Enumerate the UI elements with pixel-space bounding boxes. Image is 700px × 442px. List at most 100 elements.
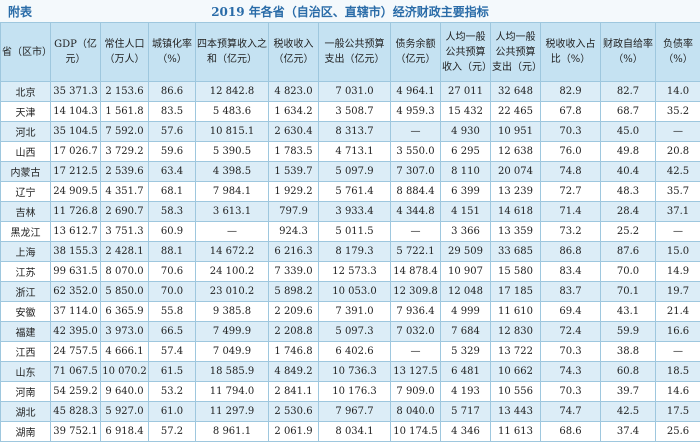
cell: 1 929.2 <box>268 181 319 202</box>
row: 湖北 45 828.3 5 927.0 61.0 11 297.9 2 530.6 7 96… <box>0 401 700 422</box>
cell: 12 830 <box>490 321 541 342</box>
header: 附表 2019 年各省（自治区、直辖市）经济财政主要指标 <box>0 0 700 22</box>
cell: 5 850.0 <box>100 281 149 302</box>
cell: — <box>195 221 269 242</box>
cell: 61.0 <box>148 401 196 422</box>
cell: — <box>655 121 700 142</box>
cell: 10 907 <box>440 261 491 282</box>
cell: 2 208.8 <box>268 321 319 342</box>
cell: 山东 <box>0 361 51 382</box>
cell: 9 385.8 <box>195 301 269 322</box>
cell: 8 040.0 <box>390 401 441 422</box>
cell: 12 638 <box>490 141 541 162</box>
cell: 18 585.9 <box>195 361 269 382</box>
cell: 35.2 <box>655 101 700 122</box>
cell: 71 067.5 <box>50 361 101 382</box>
cell: 5 722.1 <box>390 241 441 262</box>
column-header: 税收收入占比（%） <box>540 22 601 82</box>
cell: 22 465 <box>490 101 541 122</box>
cell: 12 842.8 <box>195 81 269 102</box>
cell: 59.9 <box>600 321 656 342</box>
cell: 38 155.3 <box>50 241 101 262</box>
cell: 70.3 <box>540 121 601 142</box>
cell: 13 612.7 <box>50 221 101 242</box>
cell: 17 212.5 <box>50 161 101 182</box>
table: 省（区市） GDP（亿元） 常住人口（万人） 城镇化率（%） 四本预算收入之和（亿元）税… <box>0 22 700 442</box>
cell: 2 209.6 <box>268 301 319 322</box>
cell: 72.7 <box>540 181 601 202</box>
row: 安徽 37 114.0 6 365.9 55.8 9 385.8 2 209.6 7 391… <box>0 301 700 322</box>
cell: 11 613 <box>490 421 541 442</box>
cell: 7 031.0 <box>318 81 391 102</box>
cell: 7 049.9 <box>195 341 269 362</box>
cell: 2 153.6 <box>100 81 149 102</box>
cell: 70.6 <box>148 261 196 282</box>
cell: 12 309.8 <box>390 281 441 302</box>
cell: — <box>655 221 700 242</box>
cell: 4 351.7 <box>100 181 149 202</box>
cell: 3 508.7 <box>318 101 391 122</box>
cell: 7 909.0 <box>390 381 441 402</box>
cell: 1 539.7 <box>268 161 319 182</box>
cell: 70.0 <box>600 261 656 282</box>
cell: 河北 <box>0 121 51 142</box>
cell: 江西 <box>0 341 51 362</box>
cell: 14 104.3 <box>50 101 101 122</box>
cell: 25.2 <box>600 221 656 242</box>
cell: 35.7 <box>655 181 700 202</box>
cell: 54 259.2 <box>50 381 101 402</box>
cell: 河南 <box>0 381 51 402</box>
cell: 安徽 <box>0 301 51 322</box>
cell: 57.6 <box>148 121 196 142</box>
cell: 3 751.3 <box>100 221 149 242</box>
cell: 45 828.3 <box>50 401 101 422</box>
cell: 11 297.9 <box>195 401 269 422</box>
cell: 5 011.5 <box>318 221 391 242</box>
cell: 83.5 <box>148 101 196 122</box>
row: 内蒙古 17 212.5 2 539.6 63.4 4 398.5 1 539.7 5 09… <box>0 161 700 182</box>
cell: — <box>390 341 441 362</box>
cell: 16.6 <box>655 321 700 342</box>
cell: 13 127.5 <box>390 361 441 382</box>
column-header: 省（区市） <box>0 22 51 82</box>
cell: 10 053.0 <box>318 281 391 302</box>
cell: 12 573.3 <box>318 261 391 282</box>
cell: 7 032.0 <box>390 321 441 342</box>
cell: 57.4 <box>148 341 196 362</box>
cell: 9 640.0 <box>100 381 149 402</box>
cell: 2 539.6 <box>100 161 149 182</box>
cell: 23 010.2 <box>195 281 269 302</box>
cell: 10 176.3 <box>318 381 391 402</box>
cell: 10 174.5 <box>390 421 441 442</box>
cell: 60.8 <box>600 361 656 382</box>
cell: 4 964.1 <box>390 81 441 102</box>
cell: 湖南 <box>0 421 51 442</box>
cell: 24 757.5 <box>50 341 101 362</box>
cell: 35 104.5 <box>50 121 101 142</box>
cell: 8 313.7 <box>318 121 391 142</box>
cell: 40.4 <box>600 161 656 182</box>
cell: 5 097.3 <box>318 321 391 342</box>
cell: 6 295 <box>440 141 491 162</box>
cell: 7 391.0 <box>318 301 391 322</box>
cell: 28.4 <box>600 201 656 222</box>
cell: 62 352.0 <box>50 281 101 302</box>
cell: 14 878.4 <box>390 261 441 282</box>
column-header: 一般公共预算支出（亿元） <box>318 22 391 82</box>
cell: 924.3 <box>268 221 319 242</box>
cell: 13 239 <box>490 181 541 202</box>
cell: 76.0 <box>540 141 601 162</box>
cell: — <box>390 221 441 242</box>
cell: 32 648 <box>490 81 541 102</box>
cell: 33 685 <box>490 241 541 262</box>
cell: 70.3 <box>540 381 601 402</box>
cell: 59.6 <box>148 141 196 162</box>
column-header: GDP（亿元） <box>50 22 101 82</box>
cell: 2 690.7 <box>100 201 149 222</box>
cell: 8 034.1 <box>318 421 391 442</box>
cell: 7 592.0 <box>100 121 149 142</box>
cell: 43.1 <box>600 301 656 322</box>
cell: 72.4 <box>540 321 601 342</box>
cell: 10 662 <box>490 361 541 382</box>
cell: 13 443 <box>490 401 541 422</box>
